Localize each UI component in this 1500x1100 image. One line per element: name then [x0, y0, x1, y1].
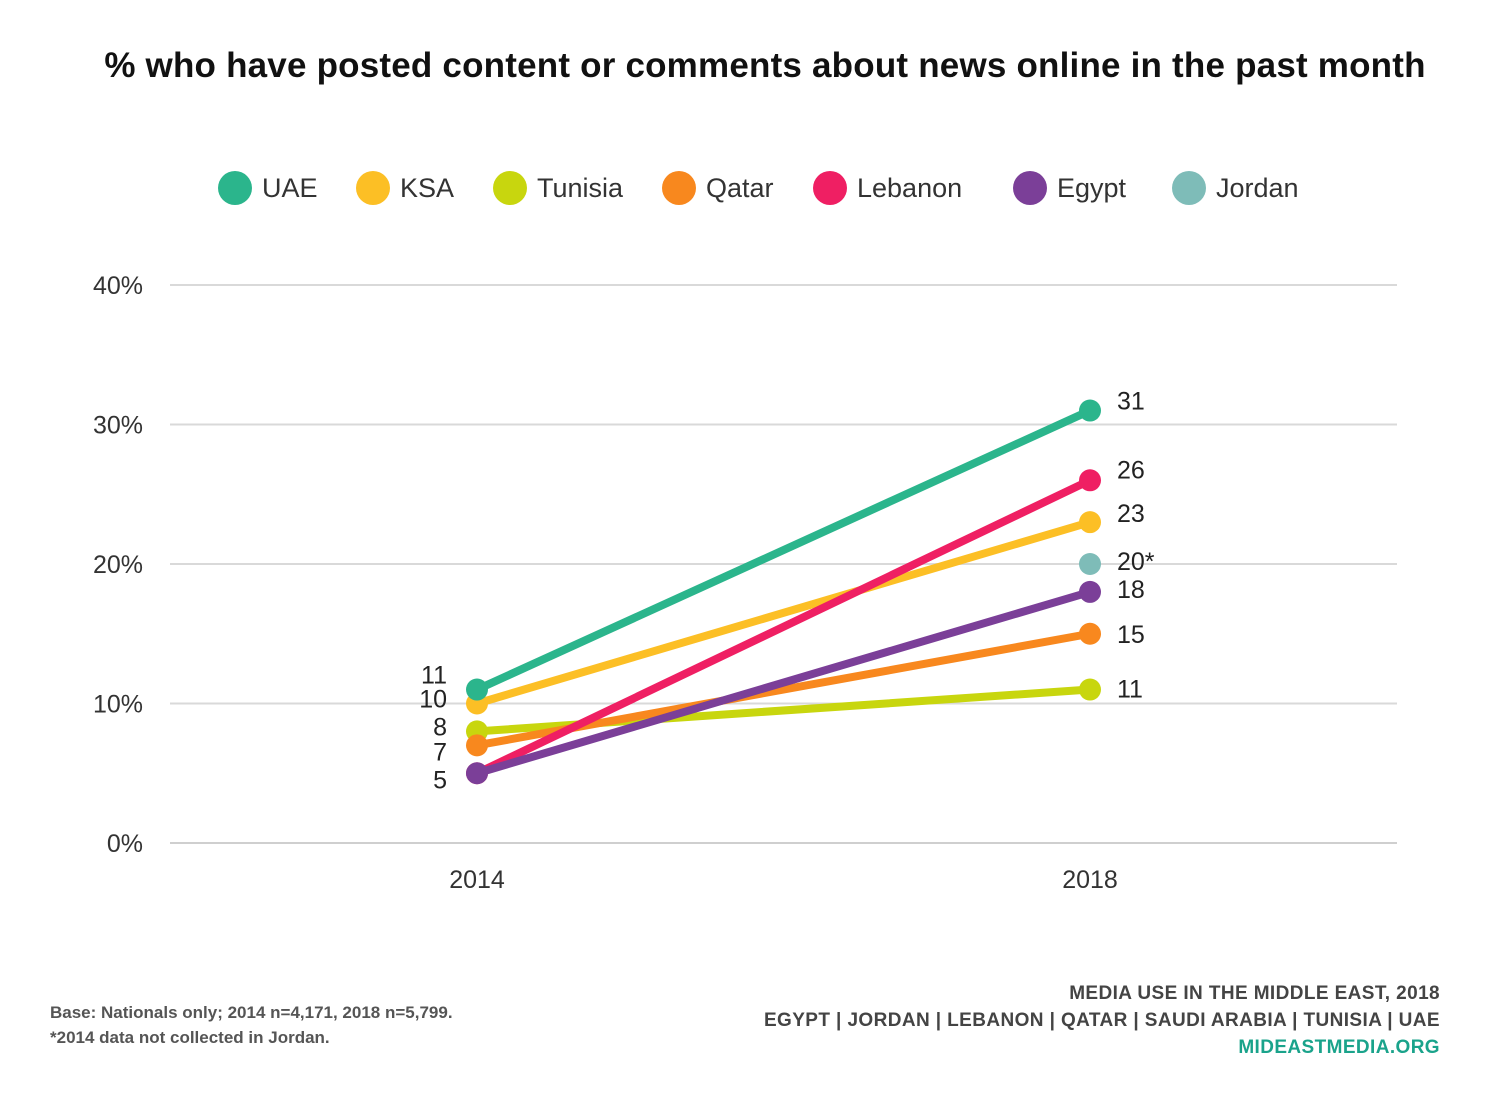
- y-tick-label: 30%: [93, 412, 143, 440]
- legend-swatch-ksa: [356, 171, 390, 205]
- credit-title: MEDIA USE IN THE MIDDLE EAST, 2018: [1069, 983, 1440, 1004]
- legend-label-egypt: Egypt: [1057, 172, 1127, 203]
- legend-label-lebanon: Lebanon: [857, 172, 963, 203]
- x-tick-label: 2018: [1062, 866, 1118, 894]
- data-point-uae-2014: [466, 678, 488, 701]
- legend-item-ksa: KSA: [356, 166, 454, 210]
- series-line-uae: [473, 406, 1094, 694]
- series-line-lebanon: [473, 476, 1094, 778]
- legend-label-jordan: Jordan: [1216, 172, 1299, 203]
- legend-swatch-tunisia: [493, 171, 527, 205]
- legend: UAE KSA Tunisia Qatar Lebanon Egypt Jordan: [0, 166, 1500, 210]
- legend-item-tunisia: Tunisia: [493, 166, 623, 210]
- footnote-base: Base: Nationals only; 2014 n=4,171, 2018…: [50, 1003, 453, 1022]
- data-label-tunisia-2018: 11: [1117, 676, 1143, 704]
- data-label-uae-2014: 11: [421, 662, 447, 690]
- legend-swatch-uae: [218, 171, 252, 205]
- credit-countries: EGYPT | JORDAN | LEBANON | QATAR | SAUDI…: [763, 1010, 1440, 1031]
- data-point-qatar-2014: [466, 734, 488, 757]
- legend-swatch-lebanon: [813, 171, 847, 205]
- data-label-lebanon-2018: 26: [1117, 456, 1145, 484]
- source-credit: MEDIA USE IN THE MIDDLE EAST, 2018 EGYPT…: [764, 980, 1440, 1061]
- data-label-ksa-2018: 23: [1117, 500, 1145, 528]
- data-label-egypt-2018: 18: [1117, 576, 1145, 604]
- footnote-jordan-note: *2014 data not collected in Jordan.: [50, 1028, 330, 1047]
- data-label-egypt-2014: 5: [433, 766, 447, 794]
- series-line-egypt: [473, 587, 1094, 778]
- x-tick-label: 2014: [449, 866, 505, 894]
- data-point-qatar-2018: [1079, 622, 1101, 645]
- data-label-jordan-2018: 20*: [1117, 548, 1155, 576]
- credit-site: MIDEASTMEDIA.ORG: [1238, 1037, 1440, 1058]
- data-label-uae-2018: 31: [1117, 388, 1145, 416]
- series-line-ksa: [473, 518, 1094, 708]
- legend-item-egypt: Egypt: [1013, 166, 1126, 210]
- line-chart: 0% 10% 20% 30% 40% 2014 2018 11 31 10 23 8 11 7 15 26 5 1…: [93, 272, 1397, 894]
- data-point-ksa-2018: [1079, 511, 1101, 534]
- footnote: Base: Nationals only; 2014 n=4,171, 2018…: [50, 1000, 453, 1050]
- y-tick-label: 20%: [93, 551, 143, 579]
- legend-label-ksa: KSA: [400, 172, 455, 203]
- legend-label-tunisia: Tunisia: [537, 172, 624, 203]
- data-point-jordan-2018: [1079, 553, 1101, 575]
- y-tick-label: 0%: [107, 830, 143, 858]
- legend-item-lebanon: Lebanon: [813, 166, 962, 210]
- data-point-egypt-2014: [466, 762, 488, 785]
- legend-swatch-egypt: [1013, 171, 1047, 205]
- data-point-egypt-2018: [1079, 580, 1101, 603]
- legend-label-qatar: Qatar: [706, 172, 774, 203]
- chart-title: % who have posted content or comments ab…: [104, 46, 1426, 85]
- legend-swatch-jordan: [1172, 171, 1206, 205]
- data-label-tunisia-2014: 8: [433, 713, 447, 741]
- data-point-uae-2018: [1079, 399, 1101, 422]
- data-point-tunisia-2018: [1079, 678, 1101, 701]
- y-tick-label: 40%: [93, 272, 143, 300]
- legend-label-uae: UAE: [262, 172, 318, 203]
- data-label-ksa-2014: 10: [419, 686, 447, 714]
- data-point-lebanon-2018: [1079, 469, 1101, 492]
- legend-swatch-qatar: [662, 171, 696, 205]
- data-label-qatar-2018: 15: [1117, 621, 1145, 649]
- y-tick-label: 10%: [93, 691, 143, 719]
- legend-item-jordan: Jordan: [1172, 166, 1299, 210]
- data-label-qatar-2014: 7: [433, 738, 447, 766]
- legend-item-uae: UAE: [218, 166, 318, 210]
- legend-item-qatar: Qatar: [662, 166, 774, 210]
